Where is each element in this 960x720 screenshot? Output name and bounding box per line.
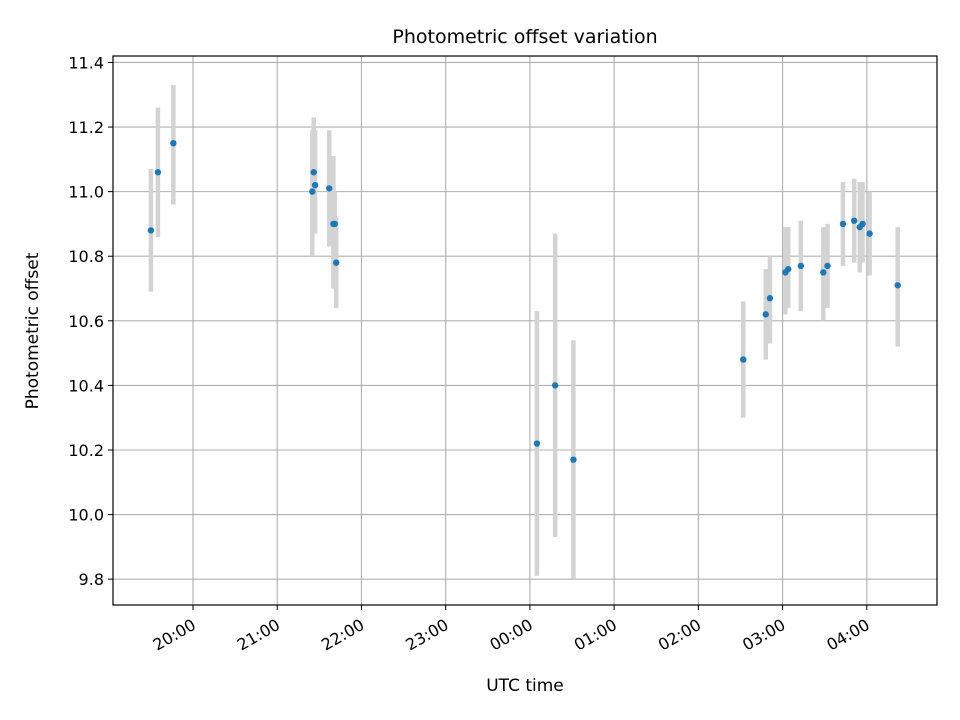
- data-point: [331, 220, 338, 228]
- data-point: [762, 311, 769, 318]
- y-tick-label: 9.8: [79, 570, 104, 589]
- x-axis-title: UTC time: [486, 676, 564, 696]
- data-point: [839, 220, 847, 228]
- data-point: [310, 169, 317, 176]
- data-point: [154, 169, 162, 176]
- data-point: [170, 139, 177, 147]
- data-point: [740, 356, 747, 363]
- plot-frame: [112, 55, 938, 606]
- x-tick-label: 01:00: [571, 615, 620, 655]
- grid: [113, 56, 937, 605]
- axis-ticks: 9.8 10.0 10.2 10.4 10.6 10.8 11.0 11.2 11.4 20:00…: [68, 53, 872, 654]
- data-point: [797, 262, 805, 270]
- data-point: [311, 181, 319, 189]
- data-point: [820, 269, 827, 276]
- data-point: [766, 295, 774, 302]
- x-tick-label: 21:00: [234, 615, 283, 655]
- y-tick-label: 10.4: [68, 376, 104, 395]
- data-point: [551, 382, 559, 389]
- x-tick-label: 04:00: [823, 615, 872, 655]
- y-tick-label: 11.0: [68, 183, 104, 202]
- x-tick-label: 20:00: [150, 615, 199, 655]
- data-point: [850, 217, 858, 224]
- x-tick-label: 22:00: [318, 615, 367, 655]
- data-point: [533, 440, 541, 447]
- y-tick-label: 10.8: [68, 247, 104, 266]
- data-point: [332, 259, 340, 266]
- data-point: [325, 185, 333, 192]
- data-point: [866, 230, 873, 237]
- data-point: [785, 265, 792, 273]
- data-point: [824, 262, 831, 270]
- x-tick-label: 02:00: [655, 615, 704, 655]
- x-tick-label: 03:00: [739, 615, 788, 655]
- x-tick-label: 23:00: [402, 615, 451, 655]
- data-point: [570, 456, 577, 463]
- y-tick-label: 11.4: [68, 53, 104, 72]
- y-tick-label: 10.2: [68, 441, 104, 460]
- y-tick-label: 11.2: [68, 118, 104, 137]
- data-point: [859, 220, 866, 228]
- y-tick-label: 10.6: [68, 312, 104, 331]
- data-point: [894, 282, 901, 289]
- chart-title: Photometric offset variation: [392, 26, 657, 48]
- x-tick-label: 00:00: [486, 615, 535, 655]
- error-bars: [148, 85, 900, 580]
- data-points: [147, 139, 901, 463]
- y-axis-title: Photometric offset: [23, 252, 43, 409]
- y-tick-label: 10.0: [68, 506, 104, 525]
- data-point: [147, 227, 155, 234]
- data-point: [309, 188, 316, 195]
